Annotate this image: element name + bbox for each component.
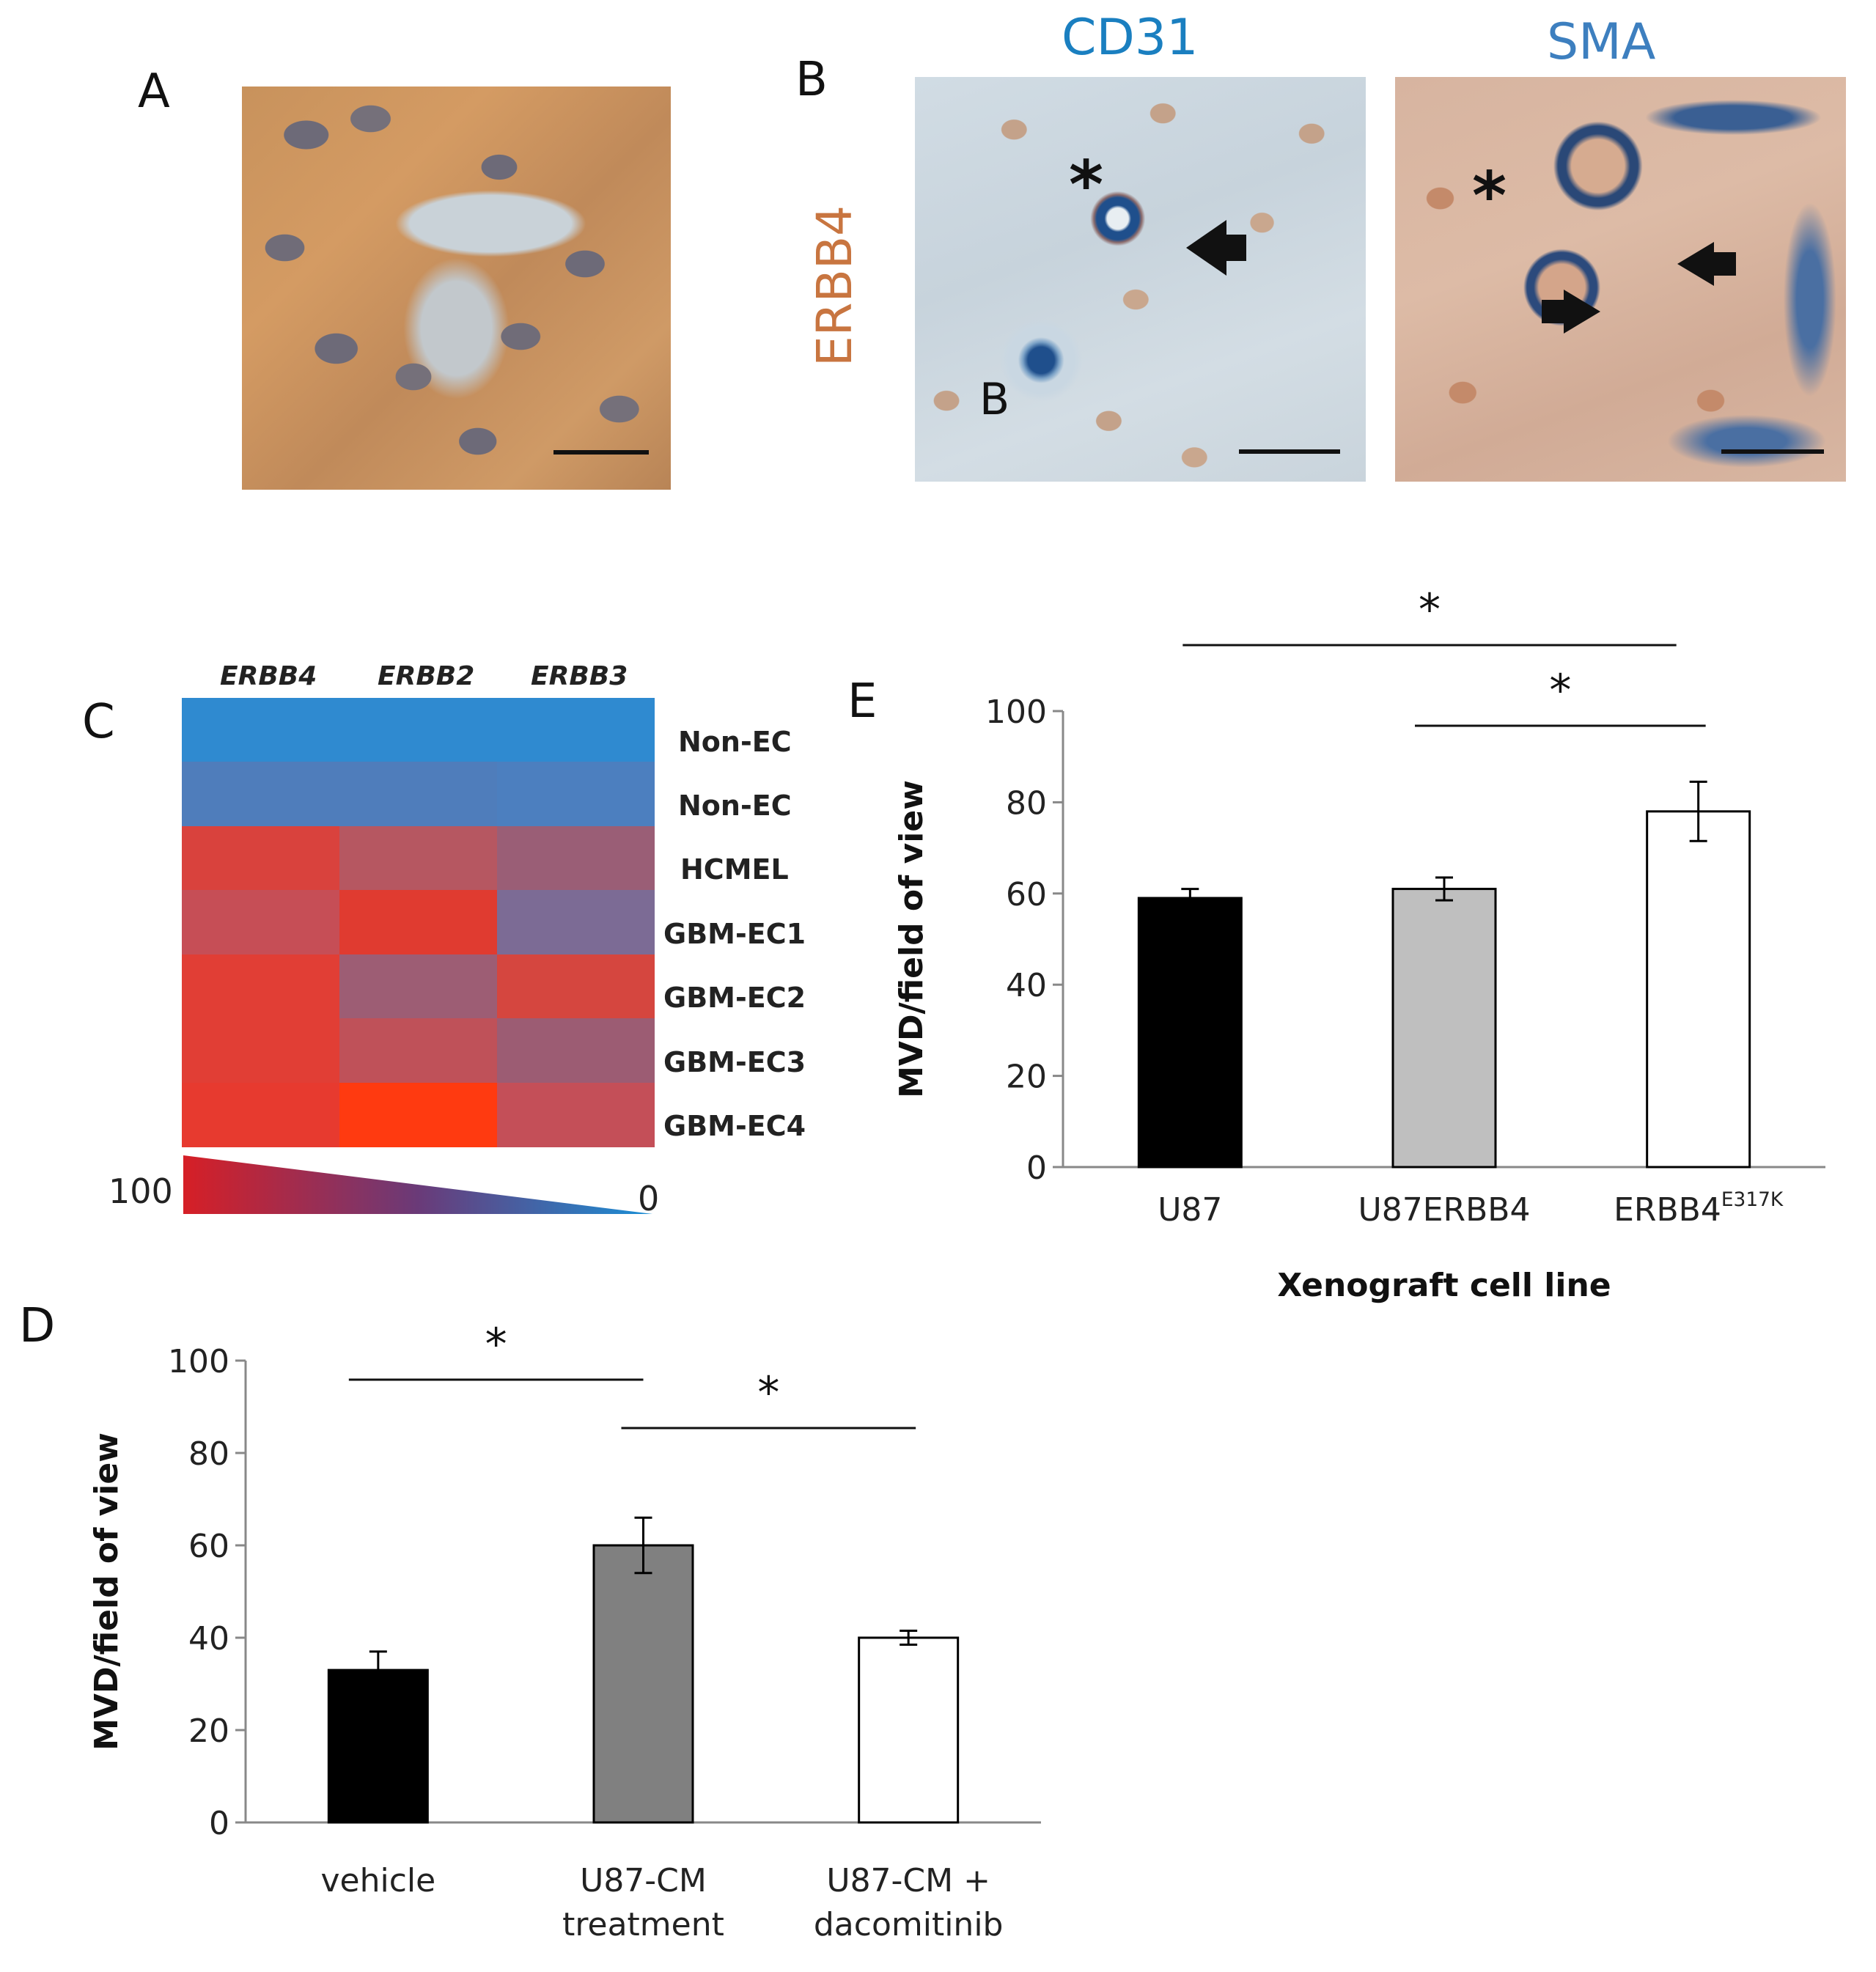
scale-bar-sma [1721,449,1824,454]
y-tick-label: 40 [188,1620,229,1658]
arrow-cd31 [1186,220,1226,276]
heatmap-cell [497,954,655,1019]
y-tick-label: 60 [188,1528,229,1565]
y-tick-label: 60 [1006,876,1047,913]
heatmap-row-label: GBM-EC3 [663,1046,806,1078]
x-tick-label: ERBB4E317K [1614,1188,1784,1229]
heatmap-cell [497,698,655,762]
cd31-label: CD31 [1062,9,1199,67]
heatmap-cell [182,698,339,762]
bar [858,1636,960,1824]
heatmap-cell [497,825,655,891]
x-tick-label: U87 [1158,1191,1222,1229]
heatmap-col-label-erbb2: ERBB2 [378,661,475,691]
heatmap-cell [339,890,497,955]
bar [327,1669,429,1824]
bar [1391,888,1497,1169]
heatmap-row-label: HCMEL [680,853,789,886]
micrograph-cd31: * B [915,77,1366,482]
heatmap-cell [339,1018,497,1084]
asterisk-cd31: * [1069,147,1104,224]
arrow-sma-right [1677,242,1736,286]
heatmap-cell [339,1082,497,1147]
inset-letter-b: B [979,374,1010,425]
heatmap-col-label-erbb4: ERBB4 [220,661,317,691]
heatmap-cell [497,762,655,827]
y-tick-label: 20 [1006,1059,1047,1096]
y-tick-label: 80 [188,1435,229,1473]
erbb4-row-label: ERBB4 [806,205,863,367]
panel-b-letter: B [795,53,828,107]
y-axis-label: MVD/field of view [88,1432,125,1751]
significance-star: * [1549,665,1571,716]
heatmap-cell [497,1018,655,1084]
panel-a-letter: A [138,65,170,119]
panel-c-letter: C [82,695,115,749]
heatmap-cell [182,1018,339,1084]
micrograph-a [242,87,671,490]
x-tick-label: vehicle [320,1862,435,1899]
heatmap-cell [182,954,339,1019]
arrow-sma-left [1542,290,1600,334]
heatmap-cell [182,1082,339,1147]
heatmap-cell [182,890,339,955]
y-axis-label: MVD/field of view [893,780,930,1098]
heatmap-row-label: GBM-EC4 [663,1110,806,1142]
significance-star: * [757,1367,779,1419]
significance-star: * [1419,584,1441,636]
scale-max-label: 100 [108,1171,173,1211]
heatmap-row-label: Non-EC [678,726,792,758]
y-tick-label: 0 [209,1805,229,1842]
arrow-cd31-tail [1223,235,1246,261]
scale-bar-a [553,450,649,455]
x-tick-label: U87-CM treatment [562,1862,724,1943]
bar [1137,897,1243,1169]
heatmap-cell [339,954,497,1019]
sma-label: SMA [1547,13,1656,71]
heatmap-cell [339,825,497,891]
chart-d: 0 20 40 60 80 100 MVD/field of view vehicle U87-… [88,1319,1041,1943]
asterisk-sma: * [1472,158,1507,235]
y-tick-label: 100 [168,1343,229,1380]
heatmap-cell [339,762,497,827]
y-tick-label: 40 [1006,967,1047,1004]
y-tick-label: 100 [985,693,1047,731]
scale-min-label: 0 [638,1179,660,1218]
panel-e-letter: E [847,674,878,729]
scale-bar-cd31 [1239,449,1340,454]
heatmap-cell [182,762,339,827]
x-tick-label: U87ERBB4 [1358,1191,1531,1229]
panel-d-letter: D [19,1299,56,1353]
bar [1646,810,1751,1169]
heatmap-row-label: GBM-EC1 [663,918,806,950]
heatmap-cell [339,698,497,762]
y-tick-label: 80 [1006,784,1047,822]
heatmap [182,698,655,1147]
heatmap-row-label: GBM-EC2 [663,982,806,1014]
chart-e: 0 20 40 60 80 100 MVD/field of view U87 U87ERBB4… [893,584,1825,1304]
heatmap-cell [182,825,339,891]
heatmap-color-scale [183,1155,652,1214]
significance-star: * [485,1319,507,1370]
x-axis-label: Xenograft cell line [1277,1267,1611,1304]
y-tick-label: 0 [1026,1149,1047,1187]
y-tick-label: 20 [188,1712,229,1750]
heatmap-col-label-erbb3: ERBB3 [531,661,628,691]
heatmap-row-label: Non-EC [678,790,792,822]
heatmap-cell [497,1082,655,1147]
heatmap-cell [497,890,655,955]
micrograph-sma: * [1395,77,1846,482]
x-tick-label: U87-CM + dacomitinib [814,1862,1004,1943]
bar [592,1544,694,1824]
